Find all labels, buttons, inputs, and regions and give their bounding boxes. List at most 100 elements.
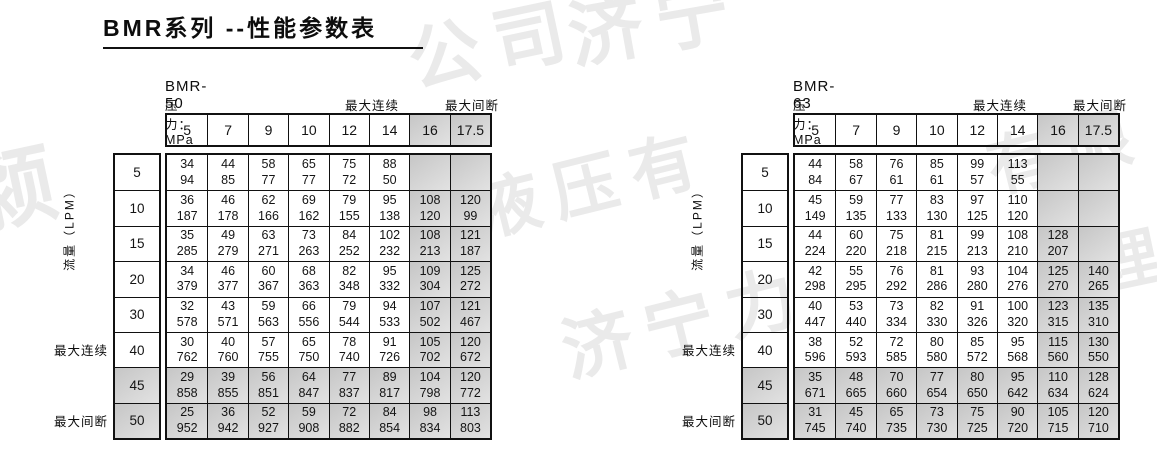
- cell-value-top: 73: [929, 405, 944, 420]
- cell-value-bottom: 710: [1088, 420, 1109, 435]
- pressure-header-cell: 5: [811, 122, 820, 138]
- data-cell: [449, 155, 491, 191]
- cell-value-top: 99: [970, 228, 985, 243]
- cell-value-bottom: 803: [460, 420, 481, 435]
- data-cell: 36 942: [207, 402, 248, 439]
- cell-value-top: 63: [261, 228, 276, 243]
- cell-value-top: 89: [382, 370, 397, 385]
- cell-value-top: 90: [1010, 405, 1025, 420]
- data-cell: 29 858: [167, 367, 208, 403]
- cell-value-top: 52: [849, 334, 864, 349]
- data-cell: 108 210: [996, 225, 1038, 262]
- cell-value-top: 30: [180, 334, 195, 349]
- cell-value-top: 56: [261, 370, 276, 385]
- data-cell: 130 550: [1077, 331, 1119, 368]
- cell-value-top: 78: [342, 334, 357, 349]
- cell-value-bottom: 218: [886, 243, 907, 258]
- cell-value-top: 29: [180, 370, 195, 385]
- cell-value-bottom: 332: [379, 279, 401, 294]
- cell-value-top: 75: [970, 405, 985, 420]
- pressure-header-cell: 5: [183, 122, 192, 138]
- data-cell: 84 854: [368, 402, 410, 439]
- cell-value-bottom: 715: [1047, 420, 1069, 435]
- cell-value-top: 110: [1048, 370, 1068, 385]
- cell-value-bottom: 270: [1047, 279, 1069, 294]
- cell-value-bottom: 837: [338, 385, 360, 400]
- cell-value-top: 73: [889, 299, 904, 314]
- cell-value-top: 31: [808, 405, 823, 420]
- data-cell: 120 710: [1077, 402, 1119, 439]
- table-name: BMR-50: [165, 78, 208, 112]
- cell-value-top: 55: [849, 263, 864, 278]
- data-cell: 72 882: [328, 402, 369, 439]
- cell-value-top: 65: [301, 157, 316, 172]
- data-cell: 93 280: [956, 261, 997, 297]
- cell-value-top: 113: [460, 405, 481, 420]
- cell-value-bottom: 215: [926, 243, 948, 258]
- cell-value-top: 95: [1010, 334, 1025, 349]
- flow-header-cell: 45: [743, 367, 787, 403]
- cell-value-bottom: 149: [804, 208, 826, 223]
- cell-value-bottom: 854: [379, 420, 401, 435]
- flow-header-cell: 30: [743, 296, 787, 332]
- cell-value-bottom: 155: [338, 208, 360, 223]
- cell-value-top: 104: [1007, 263, 1029, 278]
- cell-value-bottom: 72: [342, 172, 357, 187]
- cell-value-top: 75: [889, 228, 904, 243]
- cell-value-bottom: 447: [804, 314, 826, 329]
- data-cell: [1077, 155, 1119, 191]
- data-cell: 46 377: [207, 261, 248, 297]
- cell-value-bottom: 55: [1010, 172, 1025, 187]
- cell-value-top: 84: [382, 405, 397, 420]
- data-cell: 91 326: [956, 296, 997, 332]
- cell-value-bottom: 798: [419, 385, 441, 400]
- data-cell: 120 672: [449, 331, 491, 368]
- cell-value-top: 107: [419, 299, 441, 314]
- flow-header-column: 5 10 15 20 30 40 45 50: [741, 153, 789, 441]
- data-cell: 79 155: [328, 190, 369, 226]
- data-cell: 113 803: [449, 402, 491, 439]
- cell-value-bottom: 252: [338, 243, 360, 258]
- cell-value-top: 44: [808, 157, 823, 172]
- cell-value-top: 38: [808, 334, 823, 349]
- cell-value-top: 59: [301, 405, 316, 420]
- data-cell: 45 740: [835, 402, 876, 439]
- cell-value-top: 135: [1088, 299, 1109, 314]
- data-cell: 39 855: [207, 367, 248, 403]
- cell-value-top: 45: [808, 193, 823, 208]
- cell-value-top: 76: [889, 157, 904, 172]
- data-cell: 81 286: [916, 261, 957, 297]
- flow-header-cell: 5: [761, 165, 769, 181]
- data-cell: 49 279: [207, 225, 248, 262]
- pressure-header-cell: 10: [288, 115, 328, 145]
- data-cell: 128 207: [1037, 225, 1078, 262]
- data-cell: 99 57: [956, 155, 997, 191]
- cell-value-top: 113: [1007, 157, 1028, 172]
- cell-value-top: 39: [221, 370, 236, 385]
- cell-value-bottom: 740: [845, 420, 867, 435]
- cell-value-top: 59: [849, 193, 864, 208]
- cell-value-top: 53: [849, 299, 864, 314]
- data-grid: 44 84 58 67 76 61 85 61 99 57 113 55 45 149 59 135 77 133…: [793, 153, 1121, 441]
- data-cell: 44 85: [207, 155, 247, 191]
- data-cell: [1037, 190, 1078, 226]
- page-title: BMR系列 --性能参数表: [103, 15, 378, 41]
- data-cell: 45 149: [795, 190, 836, 225]
- cell-value-top: 81: [929, 263, 944, 278]
- cell-value-bottom: 665: [845, 385, 867, 400]
- data-cell: 85 61: [916, 155, 956, 191]
- data-cell: 73 334: [875, 296, 917, 332]
- data-cell: 75 725: [956, 402, 997, 439]
- cell-value-top: 65: [301, 334, 316, 349]
- pressure-header-cell: 7: [207, 115, 247, 145]
- cell-value-top: 34: [180, 157, 195, 172]
- data-cell: 42 298: [795, 261, 836, 296]
- data-cell: 82 348: [328, 261, 369, 297]
- cell-value-top: 58: [261, 157, 276, 172]
- cell-value-bottom: 120: [419, 208, 441, 223]
- data-cell: 70 660: [875, 367, 917, 403]
- data-cell: 140 265: [1077, 261, 1119, 297]
- data-cell: 77 837: [328, 367, 369, 403]
- cell-value-bottom: 502: [419, 314, 441, 329]
- watermark-text: 济宁: [562, 0, 750, 79]
